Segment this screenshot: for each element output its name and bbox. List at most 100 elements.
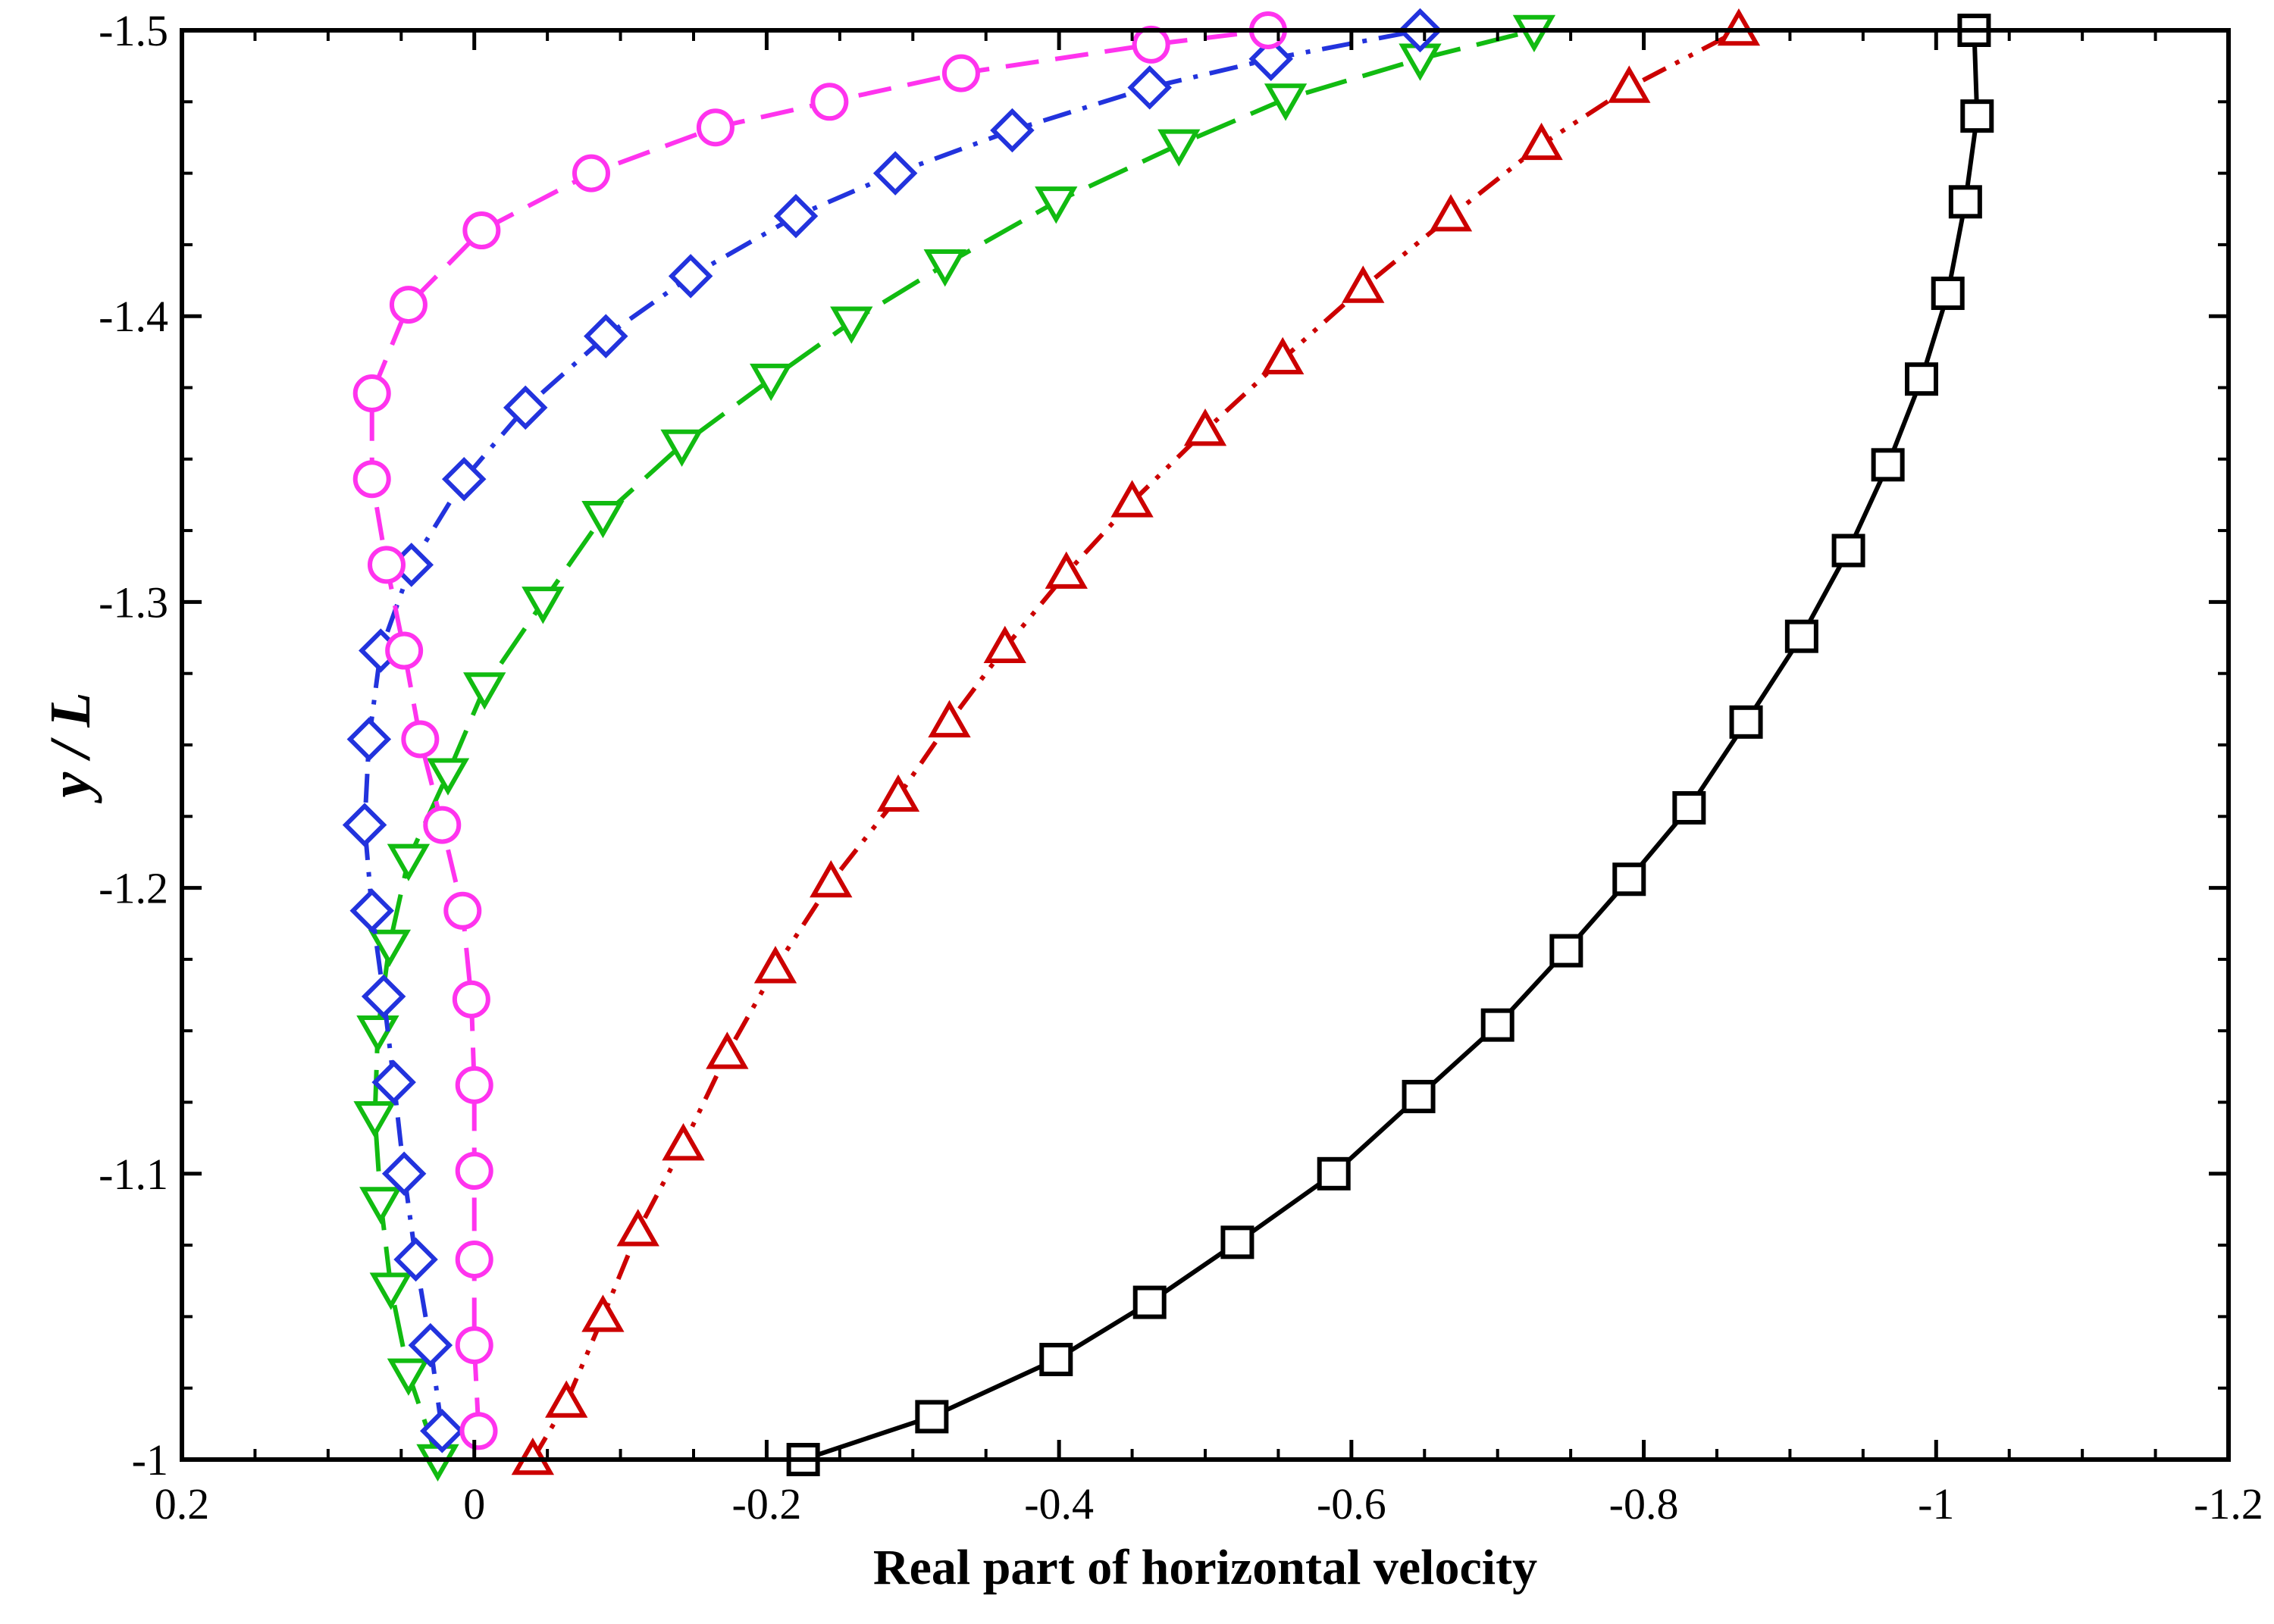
data-point-square [1132, 1285, 1167, 1319]
data-point-triangle-down [353, 1101, 396, 1139]
data-point-triangle-up [1608, 65, 1651, 103]
series-red-triangles [511, 8, 1761, 1475]
data-point-triangle-up [662, 1123, 705, 1161]
data-point-triangle-down [1264, 83, 1308, 121]
series-green-down-triangles [353, 14, 1556, 1482]
data-point-triangle-up [1183, 408, 1227, 446]
data-point-triangle-down [359, 1187, 402, 1225]
data-point-circle [368, 546, 406, 584]
data-point-square [1220, 1225, 1254, 1259]
data-point-circle [443, 891, 482, 930]
x-tick-label: -1 [1918, 1479, 1954, 1529]
data-point-square [1948, 185, 1982, 219]
data-point-triangle-down [426, 758, 470, 796]
data-point-triangle-up [810, 860, 853, 898]
series-black-squares [786, 14, 1994, 1476]
data-point-diamond [349, 888, 394, 934]
data-point-triangle-down [387, 1358, 431, 1396]
data-point-diamond [441, 456, 487, 502]
data-point-square [1729, 705, 1763, 739]
data-point-triangle-up [1045, 551, 1088, 589]
data-point-circle [455, 1240, 493, 1278]
data-point-triangle-down [463, 672, 506, 710]
data-point-diamond [872, 151, 918, 196]
y-axis-title: y / L [39, 692, 102, 803]
plot-frame [180, 28, 2231, 1462]
data-point-circle [696, 108, 735, 147]
data-point-triangle-up [928, 699, 971, 738]
data-point-triangle-up [581, 1294, 625, 1332]
data-point-triangle-down [1035, 186, 1078, 224]
data-point-circle [389, 286, 428, 324]
data-point-circle [452, 980, 490, 1019]
data-point-diamond [990, 108, 1035, 153]
data-point-circle [385, 631, 424, 670]
x-tick-label: -0.8 [1609, 1479, 1679, 1529]
y-tick-label: -1 [132, 1435, 168, 1485]
data-point-circle [810, 83, 849, 121]
data-point-diamond [346, 717, 392, 762]
data-point-triangle-up [876, 774, 920, 812]
data-point-circle [455, 1326, 493, 1365]
data-point-square [1549, 934, 1583, 968]
data-point-circle [352, 460, 391, 499]
data-point-diamond [420, 1409, 465, 1453]
data-point-triangle-up [545, 1380, 588, 1418]
data-point-triangle-down [923, 249, 966, 287]
data-point-square [1039, 1342, 1073, 1376]
x-axis-title: Real part of horizontal velocity [873, 1540, 1537, 1595]
y-tick-label: -1.3 [99, 577, 168, 627]
data-point-triangle-down [830, 306, 873, 344]
data-point-square [1960, 99, 1994, 133]
data-point-square [1871, 448, 1905, 482]
series-magenta-circles [352, 11, 1287, 1450]
data-point-triangle-up [983, 625, 1026, 664]
data-point-square [1831, 534, 1865, 568]
x-tick-label: -0.4 [1024, 1479, 1094, 1529]
x-tick-label: 0 [463, 1479, 485, 1529]
data-point-diamond [361, 974, 406, 1019]
x-tick-label: -0.6 [1317, 1479, 1386, 1529]
data-point-diamond [773, 193, 819, 239]
data-point-triangle-down [581, 500, 625, 539]
data-point-triangle-up [1520, 122, 1563, 161]
y-tick-label: -1.2 [99, 864, 168, 913]
data-point-triangle-down [387, 843, 431, 881]
x-tick-label: 0.2 [155, 1479, 210, 1529]
data-point-square [1905, 362, 1938, 396]
data-point-circle [462, 211, 501, 250]
y-tick-label: -1.1 [99, 1150, 168, 1199]
data-point-triangle-down [750, 363, 793, 402]
data-point-square [1612, 862, 1646, 896]
data-point-circle [941, 54, 980, 92]
data-point-diamond [393, 1237, 438, 1282]
data-point-circle [401, 720, 440, 759]
data-point-diamond [1248, 36, 1294, 81]
data-point-diamond [584, 314, 628, 358]
data-point-triangle-up [1429, 194, 1473, 232]
y-tick-label: -1.4 [99, 292, 168, 341]
y-tick-label: -1.5 [99, 6, 168, 55]
data-point-circle [423, 806, 462, 844]
x-tick-label: -0.2 [732, 1479, 802, 1529]
data-point-square [1931, 277, 1965, 311]
data-point-diamond [342, 803, 387, 847]
data-point-diamond [668, 254, 713, 299]
data-point-triangle-up [1261, 336, 1305, 375]
data-point-diamond [408, 1322, 453, 1368]
data-point-triangle-down [1157, 129, 1201, 167]
data-point-triangle-up [753, 946, 797, 984]
data-point-triangle-up [1110, 480, 1154, 518]
data-point-square [1480, 1008, 1514, 1042]
data-point-square [1672, 790, 1706, 825]
data-point-circle [455, 1065, 493, 1104]
data-point-circle [455, 1152, 493, 1191]
data-point-square [1784, 619, 1818, 653]
series-layer [342, 8, 1994, 1482]
data-point-triangle-down [368, 929, 412, 968]
data-point-triangle-up [616, 1209, 659, 1247]
x-tick-label: -1.2 [2194, 1479, 2263, 1529]
data-point-square [1402, 1079, 1436, 1113]
data-point-circle [1132, 25, 1170, 64]
